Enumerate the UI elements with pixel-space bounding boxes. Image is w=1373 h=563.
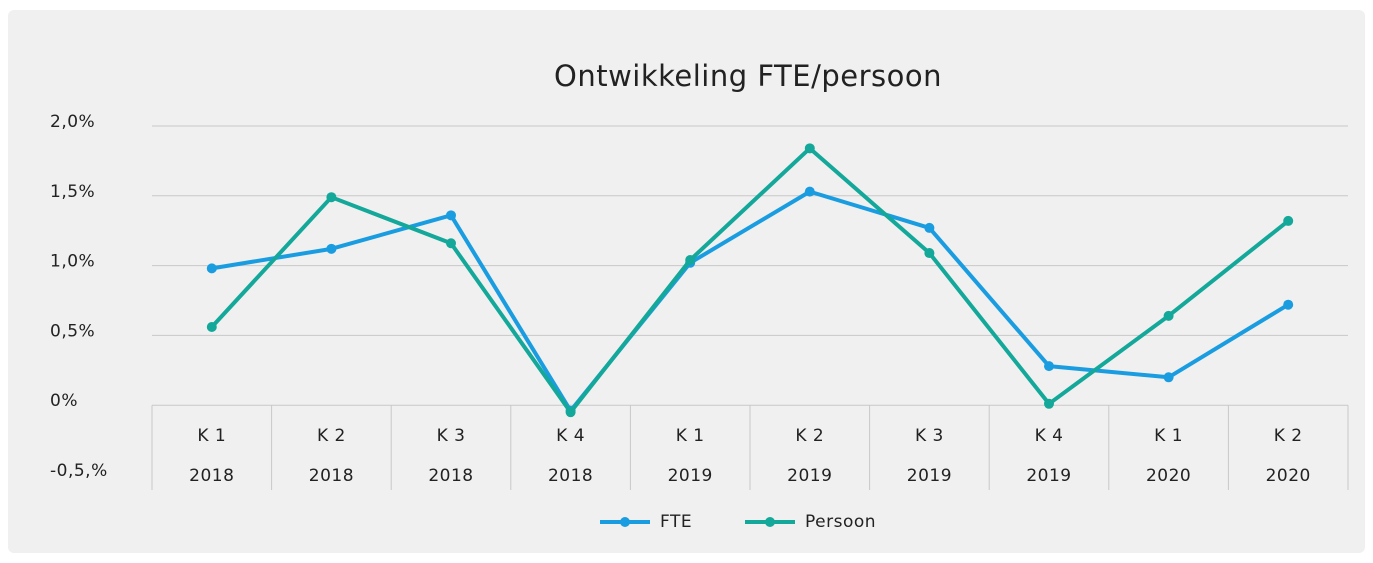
data-point [206, 263, 217, 274]
data-point [446, 238, 456, 249]
x-tick-label: K 4 [556, 426, 585, 446]
x-tick-label: 2018 [189, 466, 234, 486]
data-point [446, 210, 456, 221]
x-tick-label: K 3 [915, 426, 944, 446]
x-tick-label: K 2 [1274, 426, 1303, 446]
data-point [1283, 299, 1294, 310]
data-point [206, 322, 217, 333]
x-tick-label: 2018 [309, 466, 354, 486]
legend-label: Persoon [805, 512, 876, 532]
data-point [685, 255, 696, 266]
data-point [326, 243, 337, 254]
x-tick-label: 2020 [1266, 466, 1311, 486]
y-tick-label: 1,0% [50, 252, 95, 272]
chart-panel [8, 10, 1365, 553]
chart-title: Ontwikkeling FTE/persoon [554, 59, 942, 93]
x-tick-label: K 3 [437, 426, 466, 446]
y-tick-label: 0% [50, 391, 78, 411]
data-point [565, 407, 576, 418]
x-tick-label: 2018 [548, 466, 593, 486]
legend-marker [765, 517, 775, 527]
y-tick-label: -0,5,% [50, 461, 108, 481]
x-tick-label: 2019 [787, 466, 832, 486]
data-point [924, 248, 935, 259]
y-tick-label: 0,5% [50, 321, 95, 341]
legend-marker [620, 517, 630, 527]
x-tick-label: K 4 [1035, 426, 1064, 446]
x-tick-label: 2018 [428, 466, 473, 486]
legend-label: FTE [660, 512, 692, 532]
x-tick-label: K 2 [317, 426, 346, 446]
data-point [1044, 398, 1054, 409]
data-point [924, 222, 935, 233]
data-point [1163, 372, 1174, 383]
x-tick-label: 2019 [907, 466, 952, 486]
series-line [210, 146, 1290, 415]
series-line [211, 189, 1290, 413]
y-tick-label: 2,0% [50, 112, 95, 132]
data-point [1163, 310, 1174, 321]
data-point [1283, 215, 1294, 226]
x-tick-label: K 1 [676, 426, 705, 446]
x-tick-label: 2019 [668, 466, 713, 486]
data-point [804, 186, 815, 197]
y-tick-label: 1,5% [50, 182, 95, 202]
x-tick-label: K 1 [1154, 426, 1183, 446]
data-point [326, 192, 337, 203]
x-tick-label: K 1 [197, 426, 226, 446]
x-tick-label: 2020 [1146, 466, 1191, 486]
x-tick-label: 2019 [1026, 466, 1071, 486]
data-point [1044, 361, 1054, 372]
data-point [804, 143, 815, 154]
x-tick-label: K 2 [795, 426, 824, 446]
